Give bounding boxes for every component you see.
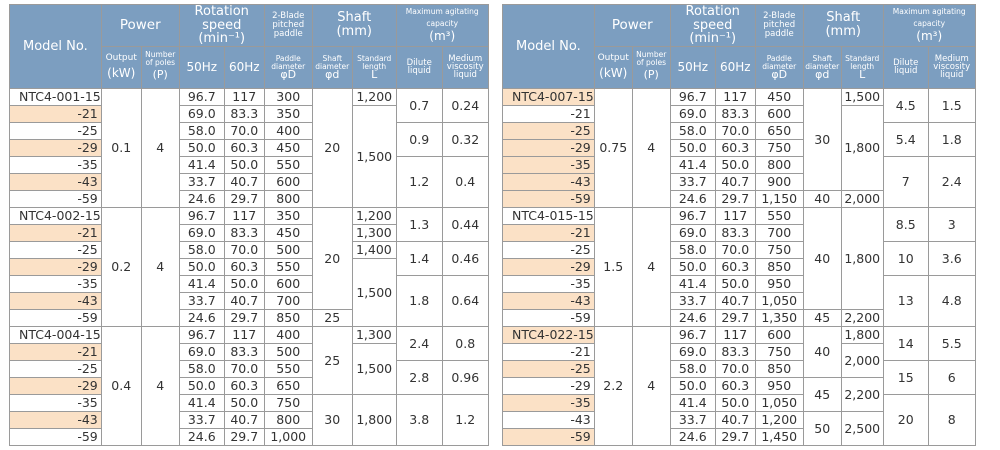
table-row: -25 58.0 70.0 750 10 3.6 bbox=[502, 240, 976, 276]
table-row: -35 41.4 50.0 750 30 1,800 3.8 1.2 bbox=[9, 393, 489, 446]
table-row: -59 24.6 29.7 800 bbox=[9, 189, 489, 208]
header-model: Model No. bbox=[9, 4, 102, 89]
output-cell: 2.2 bbox=[593, 325, 633, 446]
table-row: NTC4-022-15 2.2 4 96.7 117 600 40 1,800 … bbox=[502, 325, 976, 446]
table-row: -59 24.6 29.7 1,000 bbox=[9, 427, 489, 446]
header-blade: 2-Blade pitched paddle bbox=[263, 4, 313, 47]
table-row: -21 69.0 83.3 500 1,500 bbox=[9, 342, 489, 395]
table-row: -25 58.0 70.0 550 2.8 0.96 bbox=[9, 359, 489, 395]
header-50hz: 50Hz bbox=[669, 45, 716, 89]
table-row: -35 41.4 50.0 600 1.8 0.64 bbox=[9, 274, 489, 327]
table-row: -59 24.6 29.7 1,350 45 2,200 bbox=[502, 308, 976, 327]
table-row: NTC4-002-15 0.2 4 96.7 117 350 20 1,200 … bbox=[9, 206, 489, 327]
output-cell: 0.75 bbox=[593, 87, 633, 208]
table-row: -35 41.4 50.0 550 1.2 0.4 bbox=[9, 155, 489, 208]
header-output: Output (kW) bbox=[100, 45, 142, 89]
header-60hz: 60Hz bbox=[223, 45, 265, 89]
poles-cell: 4 bbox=[140, 325, 180, 446]
table-row: NTC4-015-15 1.5 4 96.7 117 550 40 1,800 … bbox=[502, 206, 976, 327]
spec-table-right: Model No. Power Rotation speed (min⁻¹) 2-… bbox=[502, 4, 976, 446]
poles-cell: 4 bbox=[631, 87, 671, 208]
table-row: -25 58.0 70.0 400 0.9 0.32 bbox=[9, 121, 489, 157]
table-row: -43 33.7 40.7 900 bbox=[502, 172, 976, 191]
header-rotation: Rotation speed (min⁻¹) bbox=[178, 4, 265, 47]
table-row: -43 33.7 40.7 1,200 50 2,500 bbox=[502, 410, 976, 446]
header-medium: Medium viscosity liquid bbox=[927, 45, 976, 89]
header-60hz: 60Hz bbox=[714, 45, 756, 89]
output-cell: 0.2 bbox=[100, 206, 142, 327]
poles-cell: 4 bbox=[631, 325, 671, 446]
poles-cell: 4 bbox=[631, 206, 671, 327]
header-agitating: Maximum agitating capacity (m³) bbox=[395, 4, 489, 47]
table-row: -25 58.0 70.0 650 5.4 1.8 bbox=[502, 121, 976, 157]
header-shaft: Shaft (mm) bbox=[311, 4, 397, 47]
table-row: -21 69.0 83.3 350 1,500 bbox=[9, 104, 489, 208]
header-dilute: Dilute liquid bbox=[395, 45, 443, 89]
header-output: Output (kW) bbox=[593, 45, 633, 89]
table-row: -25 58.0 70.0 850 15 6 bbox=[502, 359, 976, 395]
output-cell: 1.5 bbox=[593, 206, 633, 327]
header-paddle-diameter: Paddle diameter φD bbox=[754, 45, 804, 89]
table-row: -59 24.6 29.7 1,450 bbox=[502, 427, 976, 446]
header-medium: Medium viscosity liquid bbox=[441, 45, 489, 89]
table-row: -29 50.0 60.3 550 1,500 bbox=[9, 257, 489, 327]
header-shaft-diameter: Shaft diameter φd bbox=[311, 45, 353, 89]
header-dilute: Dilute liquid bbox=[882, 45, 929, 89]
table-row: -21 69.0 83.3 450 1,300 bbox=[9, 223, 489, 242]
header-50hz: 50Hz bbox=[178, 45, 225, 89]
table-row: -21 69.0 83.3 700 bbox=[502, 223, 976, 242]
header-power: Power bbox=[593, 4, 671, 47]
spec-table-left: Model No. Power Rotation speed (min⁻¹) 2-… bbox=[9, 4, 489, 446]
output-cell: 0.4 bbox=[100, 325, 142, 446]
table-row: -29 50.0 60.3 950 45 2,200 bbox=[502, 376, 976, 412]
output-cell: 0.1 bbox=[100, 87, 142, 208]
table-row: NTC4-004-15 0.4 4 96.7 117 400 25 1,300 … bbox=[9, 325, 489, 446]
table-row: -21 69.0 83.3 600 1,800 bbox=[502, 104, 976, 191]
table-row: -35 41.4 50.0 950 13 4.8 bbox=[502, 274, 976, 327]
header-shaft-diameter: Shaft diameter φd bbox=[802, 45, 842, 89]
table-row: -29 50.0 60.3 650 bbox=[9, 376, 489, 395]
header-shaft: Shaft (mm) bbox=[802, 4, 884, 47]
table-row: -29 50.0 60.3 850 bbox=[502, 257, 976, 276]
table-row: -25 58.0 70.0 500 1,400 1.4 0.46 bbox=[9, 240, 489, 276]
header-poles: Number of poles (P) bbox=[140, 45, 180, 89]
table-row: -29 50.0 60.3 750 bbox=[502, 138, 976, 157]
table-row: -43 33.7 40.7 700 bbox=[9, 291, 489, 310]
table-row: NTC4-001-15 0.1 4 96.7 117 300 20 1,200 … bbox=[9, 87, 489, 208]
table-row: -35 41.4 50.0 1,050 20 8 bbox=[502, 393, 976, 446]
table-row: -35 41.4 50.0 800 7 2.4 bbox=[502, 155, 976, 208]
poles-cell: 4 bbox=[140, 87, 180, 208]
header-poles: Number of poles (P) bbox=[631, 45, 671, 89]
header-standard-length: Standard length L bbox=[351, 45, 397, 89]
table-row: -21 69.0 83.3 750 2,000 bbox=[502, 342, 976, 378]
header-standard-length: Standard length L bbox=[840, 45, 884, 89]
header-paddle-diameter: Paddle diameter φD bbox=[263, 45, 313, 89]
poles-cell: 4 bbox=[140, 206, 180, 327]
table-row: -43 33.7 40.7 800 bbox=[9, 410, 489, 429]
header-power: Power bbox=[100, 4, 180, 47]
header-rotation: Rotation speed (min⁻¹) bbox=[669, 4, 756, 47]
header-agitating: Maximum agitating capacity (m³) bbox=[882, 4, 976, 47]
table-row: -59 24.6 29.7 850 25 bbox=[9, 308, 489, 327]
table-row: NTC4-007-15 0.75 4 96.7 117 450 30 1,500… bbox=[502, 87, 976, 208]
table-row: -43 33.7 40.7 600 bbox=[9, 172, 489, 191]
header-model: Model No. bbox=[502, 4, 595, 89]
header-blade: 2-Blade pitched paddle bbox=[754, 4, 804, 47]
